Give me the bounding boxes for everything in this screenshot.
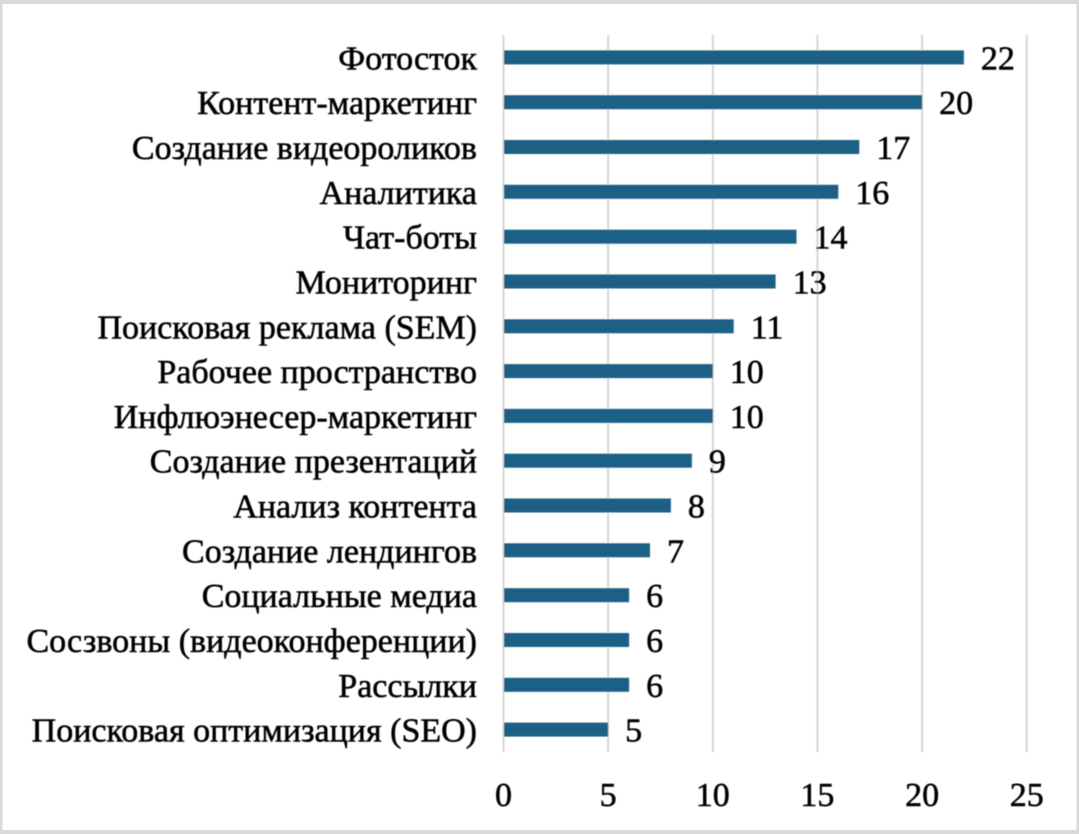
svg-text:10: 10 xyxy=(730,399,764,436)
svg-text:20: 20 xyxy=(939,85,973,122)
svg-text:Анализ контента: Анализ контента xyxy=(233,489,477,526)
svg-text:22: 22 xyxy=(981,40,1015,77)
svg-text:10: 10 xyxy=(696,777,730,814)
svg-text:7: 7 xyxy=(667,533,684,570)
svg-text:Социальные медиа: Социальные медиа xyxy=(202,578,477,615)
svg-text:0: 0 xyxy=(495,777,512,814)
svg-text:25: 25 xyxy=(1010,777,1044,814)
svg-text:16: 16 xyxy=(855,175,889,212)
svg-text:17: 17 xyxy=(876,130,910,167)
svg-text:Инфлюэнесер-маркетинг: Инфлюэнесер-маркетинг xyxy=(114,399,477,436)
svg-text:13: 13 xyxy=(793,265,827,302)
svg-text:15: 15 xyxy=(800,777,834,814)
svg-text:Мониторинг: Мониторинг xyxy=(295,265,477,302)
svg-text:14: 14 xyxy=(814,220,848,257)
svg-text:Контент-маркетинг: Контент-маркетинг xyxy=(197,85,477,122)
svg-text:10: 10 xyxy=(730,354,764,391)
svg-text:Аналитика: Аналитика xyxy=(320,175,477,212)
svg-text:6: 6 xyxy=(646,623,663,660)
svg-text:5: 5 xyxy=(600,777,617,814)
svg-text:Чат-боты: Чат-боты xyxy=(343,220,477,257)
svg-text:Рассылки: Рассылки xyxy=(338,668,477,705)
svg-text:6: 6 xyxy=(646,668,663,705)
svg-text:20: 20 xyxy=(905,777,939,814)
svg-text:Создание лендингов: Создание лендингов xyxy=(182,533,477,570)
svg-text:11: 11 xyxy=(751,309,784,346)
svg-text:5: 5 xyxy=(625,713,642,750)
svg-text:Создание видеороликов: Создание видеороликов xyxy=(132,130,477,167)
svg-text:Поисковая оптимизация (SEO): Поисковая оптимизация (SEO) xyxy=(32,713,477,750)
svg-text:6: 6 xyxy=(646,578,663,615)
svg-text:Сосзвоны (видеоконференции): Сосзвоны (видеоконференции) xyxy=(26,623,477,660)
svg-text:Создание презентаций: Создание презентаций xyxy=(150,444,477,481)
svg-text:Рабочее пространство: Рабочее пространство xyxy=(157,354,477,391)
svg-text:9: 9 xyxy=(709,444,726,481)
svg-text:Поисковая реклама (SEM): Поисковая реклама (SEM) xyxy=(97,309,477,346)
svg-text:Фотосток: Фотосток xyxy=(338,40,477,77)
svg-text:8: 8 xyxy=(688,489,705,526)
